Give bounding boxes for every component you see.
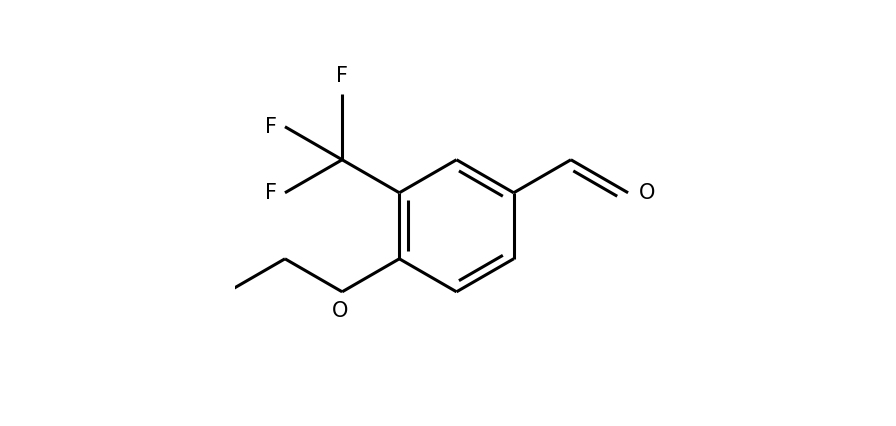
Text: F: F: [336, 66, 349, 86]
Text: F: F: [265, 117, 277, 137]
Text: O: O: [639, 183, 655, 203]
Text: O: O: [332, 301, 349, 321]
Text: F: F: [265, 183, 277, 203]
